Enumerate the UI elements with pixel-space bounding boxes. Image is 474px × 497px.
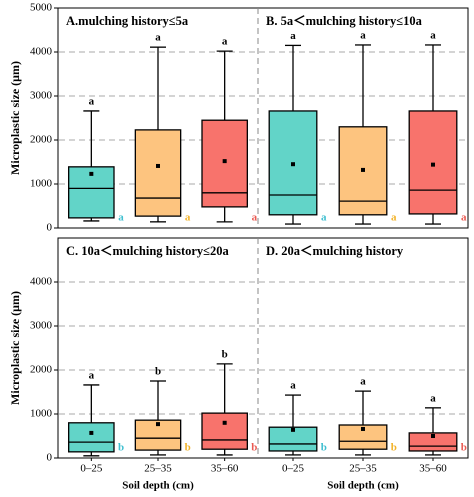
y-tick-label: 0 — [47, 222, 53, 234]
significance-label: a — [155, 32, 161, 44]
significance-label: a — [222, 36, 228, 48]
significance-label: a — [360, 376, 366, 388]
group-label: a — [461, 212, 467, 224]
mean — [361, 167, 365, 172]
y-tick-label: 4000 — [30, 276, 53, 288]
significance-label: a — [290, 30, 296, 42]
x-tick-label: 25–35 — [144, 463, 172, 475]
y-tick-label: 4000 — [30, 46, 53, 58]
y-tick-label: 2000 — [30, 134, 53, 146]
box — [201, 119, 248, 208]
mean — [156, 163, 160, 168]
significance-label: a — [89, 369, 95, 381]
significance-label: b — [222, 348, 228, 360]
mean — [361, 426, 365, 431]
y-tick-label: 0 — [47, 452, 53, 464]
y-tick-label: 1000 — [30, 178, 53, 190]
panel-title: D. 20a＜mulching history — [266, 244, 404, 258]
y-tick-label: 3000 — [30, 320, 53, 332]
panel-title: B. 5a＜mulching history≤10a — [266, 14, 423, 28]
mean — [431, 162, 435, 167]
panel-title: C. 10a＜mulching history≤20a — [66, 244, 230, 258]
y-axis-title: Microplastic size (μm) — [8, 291, 22, 405]
frame — [57, 237, 469, 459]
panel-title: A.mulching history≤5a — [66, 14, 189, 28]
box — [408, 110, 458, 215]
significance-label: a — [89, 95, 95, 107]
x-tick-label: 0–25 — [80, 463, 103, 475]
mean — [89, 430, 94, 435]
x-tick-label: 35–60 — [419, 463, 447, 475]
x-axis-title: Soil depth (cm) — [122, 480, 194, 492]
frame — [57, 7, 469, 229]
mean — [89, 171, 94, 176]
group-label: a — [185, 212, 191, 224]
x-tick-label: 0–25 — [282, 463, 305, 475]
group-label: a — [391, 212, 397, 224]
y-axis-title: Microplastic size (μm) — [8, 61, 22, 175]
group-label: b — [185, 442, 191, 454]
x-tick-label: 25–35 — [349, 463, 377, 475]
y-tick-label: 5000 — [30, 2, 53, 14]
box — [134, 129, 182, 217]
group-label: b — [118, 442, 124, 454]
significance-label: a — [430, 29, 436, 41]
y-tick-label: 1000 — [30, 408, 53, 420]
mean — [222, 420, 227, 425]
box — [201, 412, 248, 450]
significance-label: a — [430, 392, 436, 404]
significance-label: a — [360, 29, 366, 41]
mean — [222, 159, 227, 164]
group-label: b — [251, 442, 257, 454]
mean — [291, 162, 295, 167]
significance-label: a — [290, 380, 296, 392]
group-label: b — [391, 442, 397, 454]
box — [68, 422, 115, 453]
mean — [156, 422, 160, 427]
mean — [291, 427, 295, 432]
mean — [431, 434, 435, 438]
x-axis-title: Soil depth (cm) — [327, 480, 399, 492]
group-label: a — [321, 212, 327, 224]
group-label: a — [118, 212, 124, 224]
y-tick-label: 2000 — [30, 364, 53, 376]
group-label: b — [321, 442, 327, 454]
box — [68, 166, 115, 219]
significance-label: b — [155, 366, 161, 378]
box — [268, 426, 318, 452]
group-label: b — [461, 442, 467, 454]
x-tick-label: 35–60 — [211, 463, 239, 475]
group-label: a — [252, 212, 258, 224]
y-tick-label: 3000 — [30, 90, 53, 102]
